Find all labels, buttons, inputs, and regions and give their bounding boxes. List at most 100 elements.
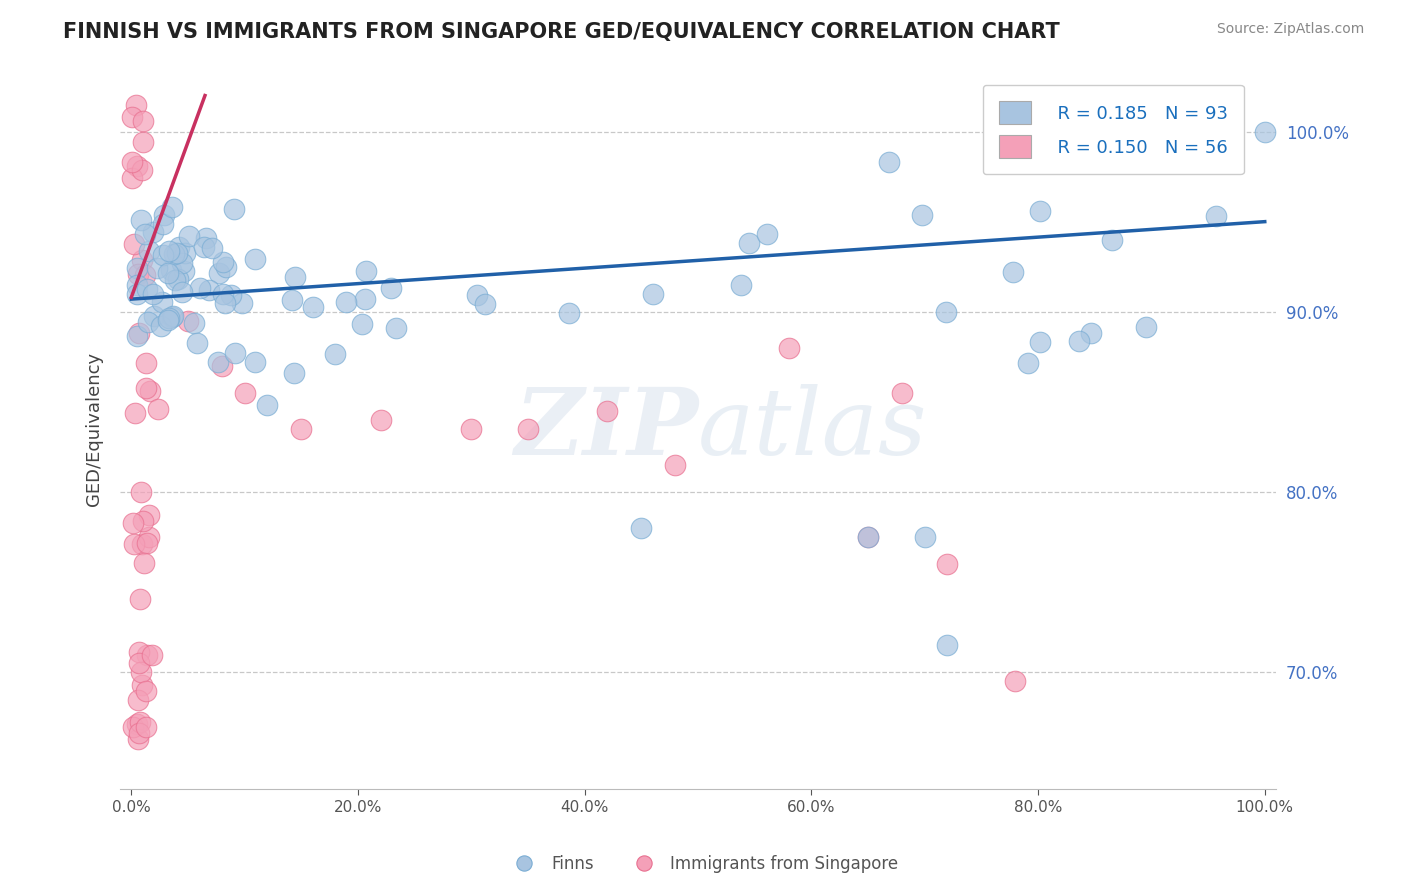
Point — [1017, 355, 1039, 369]
Y-axis label: GED/Equivalency: GED/Equivalency — [86, 351, 103, 506]
Point — [1254, 125, 1277, 139]
Point — [165, 273, 187, 287]
Point — [131, 162, 153, 177]
Point — [370, 413, 392, 427]
Point — [212, 255, 235, 269]
Point — [186, 336, 208, 351]
Point — [124, 406, 146, 420]
Point — [152, 217, 174, 231]
Point — [193, 240, 215, 254]
Text: Source: ZipAtlas.com: Source: ZipAtlas.com — [1216, 22, 1364, 37]
Point — [163, 247, 186, 261]
Point — [143, 310, 166, 324]
Point — [135, 356, 157, 370]
Point — [335, 294, 357, 309]
Legend: Finns, Immigrants from Singapore: Finns, Immigrants from Singapore — [501, 848, 905, 880]
Point — [170, 285, 193, 300]
Point — [233, 385, 256, 400]
Point — [156, 312, 179, 326]
Point — [138, 508, 160, 522]
Point — [132, 135, 155, 149]
Point — [380, 281, 402, 295]
Point — [231, 296, 253, 310]
Point — [1101, 233, 1123, 247]
Point — [208, 266, 231, 280]
Point — [1004, 674, 1026, 689]
Point — [121, 516, 143, 531]
Point — [157, 244, 180, 258]
Point — [129, 213, 152, 227]
Point — [170, 256, 193, 270]
Point — [160, 310, 183, 325]
Point — [122, 537, 145, 551]
Point — [127, 731, 149, 746]
Point — [136, 315, 159, 329]
Point — [302, 300, 325, 314]
Point — [891, 385, 914, 400]
Point — [630, 521, 652, 535]
Point — [914, 530, 936, 544]
Point — [150, 295, 173, 310]
Point — [1028, 334, 1050, 349]
Point — [135, 684, 157, 698]
Point — [127, 693, 149, 707]
Point — [215, 260, 238, 274]
Point — [596, 404, 619, 418]
Point — [138, 244, 160, 259]
Point — [197, 283, 219, 297]
Point — [132, 557, 155, 571]
Point — [243, 355, 266, 369]
Point — [283, 366, 305, 380]
Point — [243, 252, 266, 267]
Point — [195, 231, 218, 245]
Point — [738, 235, 761, 250]
Point — [134, 227, 156, 241]
Point — [135, 536, 157, 550]
Point — [125, 328, 148, 343]
Point — [219, 288, 242, 302]
Point — [856, 530, 879, 544]
Point — [214, 295, 236, 310]
Point — [211, 359, 233, 373]
Point — [135, 282, 157, 296]
Point — [167, 239, 190, 253]
Point — [128, 656, 150, 670]
Point — [354, 292, 377, 306]
Point — [136, 648, 159, 663]
Point — [128, 326, 150, 340]
Point — [756, 227, 779, 241]
Point — [856, 530, 879, 544]
Legend:   R = 0.185   N = 93,   R = 0.150   N = 56: R = 0.185 N = 93, R = 0.150 N = 56 — [983, 85, 1244, 175]
Point — [183, 316, 205, 330]
Point — [188, 281, 211, 295]
Point — [354, 264, 377, 278]
Point — [138, 531, 160, 545]
Point — [121, 170, 143, 185]
Point — [730, 277, 752, 292]
Point — [224, 345, 246, 359]
Point — [167, 272, 190, 286]
Point — [1080, 326, 1102, 340]
Point — [460, 422, 482, 436]
Point — [125, 260, 148, 275]
Point — [207, 355, 229, 369]
Point — [290, 422, 312, 436]
Point — [132, 514, 155, 528]
Point — [162, 309, 184, 323]
Point — [936, 557, 959, 571]
Text: ZIP: ZIP — [513, 384, 697, 474]
Point — [517, 422, 540, 436]
Point — [135, 381, 157, 395]
Point — [224, 202, 246, 217]
Point — [131, 536, 153, 550]
Point — [1001, 265, 1024, 279]
Point — [256, 398, 278, 412]
Point — [778, 341, 800, 355]
Point — [128, 726, 150, 740]
Point — [1135, 319, 1157, 334]
Point — [558, 306, 581, 320]
Point — [877, 155, 900, 169]
Point — [284, 270, 307, 285]
Point — [465, 288, 488, 302]
Point — [166, 246, 188, 260]
